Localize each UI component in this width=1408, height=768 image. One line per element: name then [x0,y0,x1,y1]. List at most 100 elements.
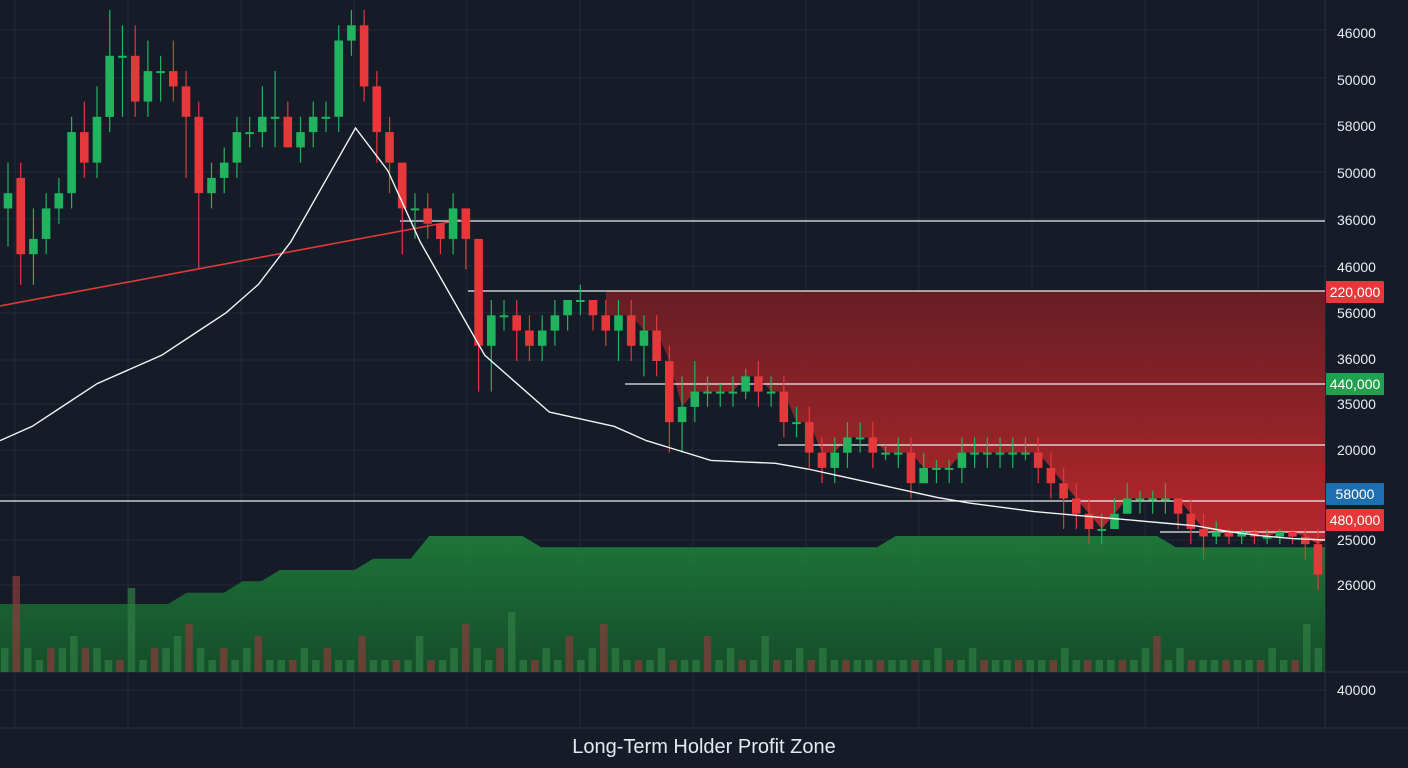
candle [957,437,967,484]
candle [423,193,432,239]
y-tick-label: 36000 [1337,351,1376,367]
candle-body [588,300,598,316]
candle-body [3,193,13,209]
volume-bar [692,660,700,672]
volume-bar [1268,648,1276,672]
y-tick-label: 46000 [1337,25,1376,41]
candle [1148,490,1157,514]
candle [461,208,471,270]
candle [754,361,763,407]
y-axis-labels: 46000 50000 58000 50000 36000 46000 56000 36000… [1337,25,1376,698]
volume-bar [749,660,758,672]
price-badge-bg [1326,281,1384,303]
volume-bar [450,648,458,672]
candle [181,71,191,178]
volume-bar [1233,660,1242,672]
candle-body [626,315,636,346]
candle-body [1199,528,1208,537]
price-badge: 58000 [1326,483,1384,505]
candle-body [1211,532,1221,537]
candle [1275,528,1285,545]
candle-body [80,132,89,163]
candle-body [754,376,763,392]
candle [16,162,25,285]
volume-bar [24,648,32,672]
volume-bar [1279,660,1288,672]
y-tick-label: 50000 [1337,165,1376,181]
y-tick-label: 36000 [1337,212,1376,228]
volume-bar [680,660,689,672]
candle [677,376,687,453]
volume-bar [945,660,954,672]
candle-body [410,208,420,211]
candle-body [1313,544,1323,575]
candle [792,406,801,438]
volume-bar [726,648,735,672]
candle-body [397,162,407,209]
candle-body [1288,532,1297,537]
volume-bar [1095,660,1104,672]
volume-bar [1084,660,1092,672]
candle [766,376,776,407]
candle-body [525,330,534,346]
candle-body [283,116,293,148]
candle [1072,483,1081,529]
volume-bar [415,636,424,672]
candle [537,315,547,362]
candle [690,361,700,423]
candle [588,300,598,331]
candle-body [1122,498,1132,514]
candle-body [499,315,509,318]
volume-bar [381,660,389,672]
volume-bar [657,648,666,672]
candle [359,10,369,102]
volume-bar [58,648,67,672]
candle [970,437,979,468]
candle [741,368,750,400]
candle [347,10,356,56]
candle-body [1186,513,1196,529]
candle-body [1033,452,1043,468]
y-tick-label: 26000 [1337,577,1376,593]
volume-bar [427,660,435,672]
volume-bar [266,660,274,672]
volume-bar [542,648,550,672]
candle-body [219,162,229,178]
volume-bar [1153,636,1161,672]
volume-bar [484,660,493,672]
candle-body [1135,498,1145,501]
volume-bar [865,660,873,672]
volume-bar [634,660,643,672]
volume-bar [473,648,481,672]
candle-body [894,452,903,455]
candle [372,71,382,163]
candle [1288,528,1297,545]
candle [728,376,738,407]
candle [130,25,140,117]
candle [169,40,178,102]
candle [1097,513,1107,545]
candle-body [385,132,394,163]
candle-body [143,71,153,102]
volume-bar [761,636,769,672]
candle [881,445,890,461]
price-badge: 220,000 [1326,281,1384,303]
candle-body [334,40,343,117]
volume-bar [1256,660,1265,672]
candle-body [1262,536,1272,539]
candle [29,208,38,285]
volume-bar [81,648,90,672]
price-badge: 440,000 [1326,373,1384,395]
volume-bar [277,660,285,672]
candle [1008,437,1017,468]
candle [1033,437,1043,484]
candle-body [321,116,331,119]
candle [41,193,51,255]
volume-bar [496,648,504,672]
candle [1135,490,1145,514]
candle-body [881,452,890,455]
volume-bar [922,660,931,672]
candle-body [194,116,204,194]
volume-bar [438,660,447,672]
candle-body [855,437,865,440]
